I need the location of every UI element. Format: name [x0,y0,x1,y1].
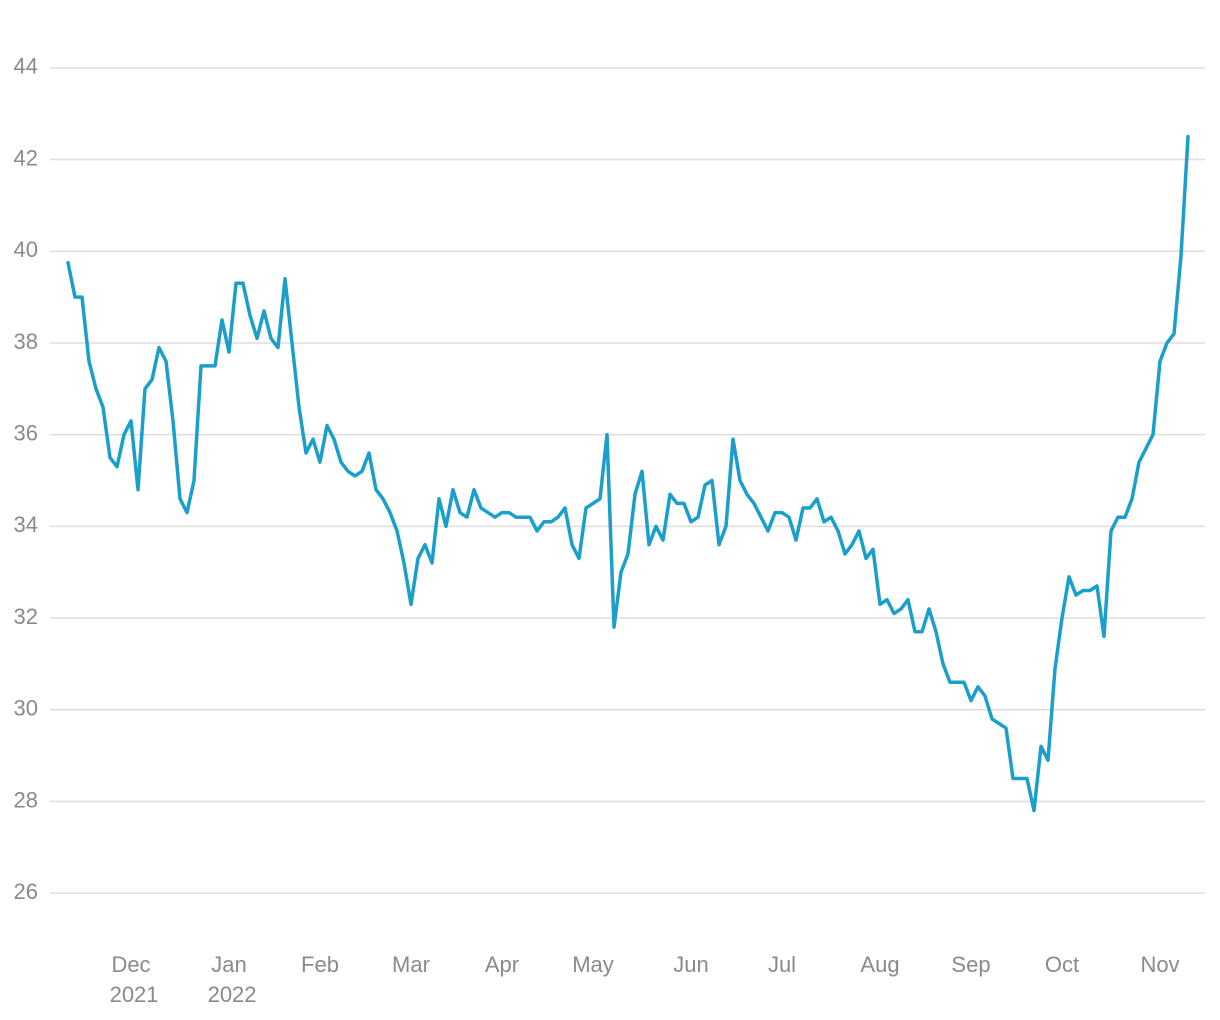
x-tick-label: Oct [1045,952,1079,977]
y-tick-label: 26 [14,879,38,904]
y-tick-label: 38 [14,329,38,354]
price-line [66,134,1190,813]
x-tick-label: Aug [860,952,899,977]
y-tick-label: 44 [14,54,38,79]
y-tick-label: 28 [14,787,38,812]
x-tick-label: Mar [392,952,430,977]
y-tick-label: 34 [14,512,38,537]
y-tick-label: 42 [14,145,38,170]
x-tick-label: Sep [951,952,990,977]
x-tick-label: Dec 2021 [103,952,158,1007]
x-tick-label: Jan 2022 [201,952,256,1007]
x-tick-label: Jul [768,952,796,977]
y-tick-label: 36 [14,420,38,445]
y-tick-label: 32 [14,604,38,629]
x-tick-label: May [572,952,614,977]
y-tick-label: 40 [14,237,38,262]
x-tick-label: Nov [1140,952,1179,977]
x-tick-label: Apr [485,952,519,977]
y-tick-label: 30 [14,696,38,721]
x-tick-label: Feb [301,952,339,977]
x-tick-label: Jun [673,952,708,977]
